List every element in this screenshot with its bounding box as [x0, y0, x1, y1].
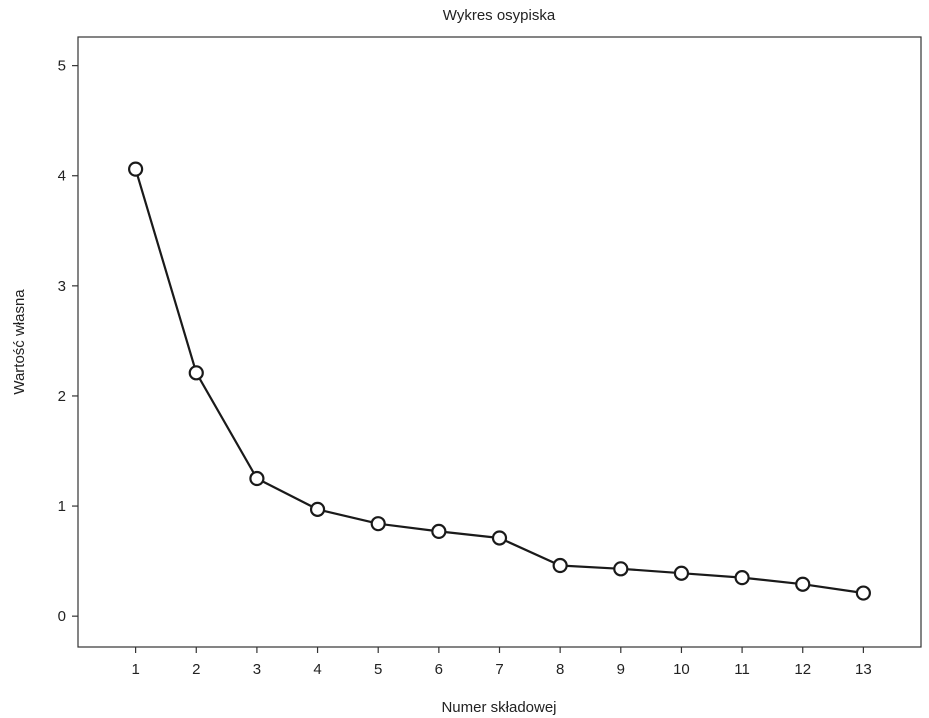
x-axis-label: Numer składowej	[441, 699, 556, 716]
y-tick-label: 5	[58, 58, 66, 75]
x-tick-label: 8	[556, 661, 564, 678]
y-tick-label: 4	[58, 168, 66, 185]
y-tick-label: 3	[58, 278, 66, 295]
data-point-9	[613, 561, 629, 577]
x-tick-label: 2	[192, 661, 200, 678]
data-point-8	[552, 557, 568, 574]
series-line	[134, 168, 864, 595]
y-axis-label: Wartość własna	[11, 289, 28, 395]
x-tick-label: 3	[253, 661, 261, 678]
plot-frame	[77, 36, 922, 648]
data-point-7	[491, 530, 508, 546]
data-point-2	[188, 365, 204, 381]
data-point-13	[855, 585, 871, 601]
y-axis: 0 1 2 3 4 5	[58, 58, 78, 625]
x-tick-label: 4	[313, 661, 321, 678]
y-tick-label: 1	[58, 498, 66, 515]
x-tick-label: 6	[435, 661, 443, 678]
data-point-4	[309, 501, 326, 517]
y-tick-label: 0	[58, 608, 66, 625]
chart-title: Wykres osypiska	[443, 7, 556, 24]
x-tick-label: 10	[673, 661, 690, 678]
x-tick-label: 11	[734, 661, 750, 678]
data-point-6	[431, 523, 447, 539]
data-points	[128, 161, 871, 601]
y-tick-label: 2	[58, 388, 66, 405]
data-point-3	[249, 470, 265, 487]
data-point-12	[795, 576, 811, 592]
x-tick-label: 9	[617, 661, 625, 678]
data-point-10	[673, 565, 690, 581]
data-point-11	[734, 570, 750, 586]
data-point-1	[128, 161, 144, 177]
x-tick-label: 1	[131, 661, 139, 678]
x-tick-label: 7	[495, 661, 503, 678]
x-tick-label: 5	[374, 661, 382, 678]
x-tick-label: 13	[855, 661, 872, 678]
data-point-5	[370, 516, 386, 532]
x-axis: 1 2 3 4 5 6 7 8 9 10 11 12 13	[131, 647, 872, 678]
x-tick-label: 12	[794, 661, 811, 678]
